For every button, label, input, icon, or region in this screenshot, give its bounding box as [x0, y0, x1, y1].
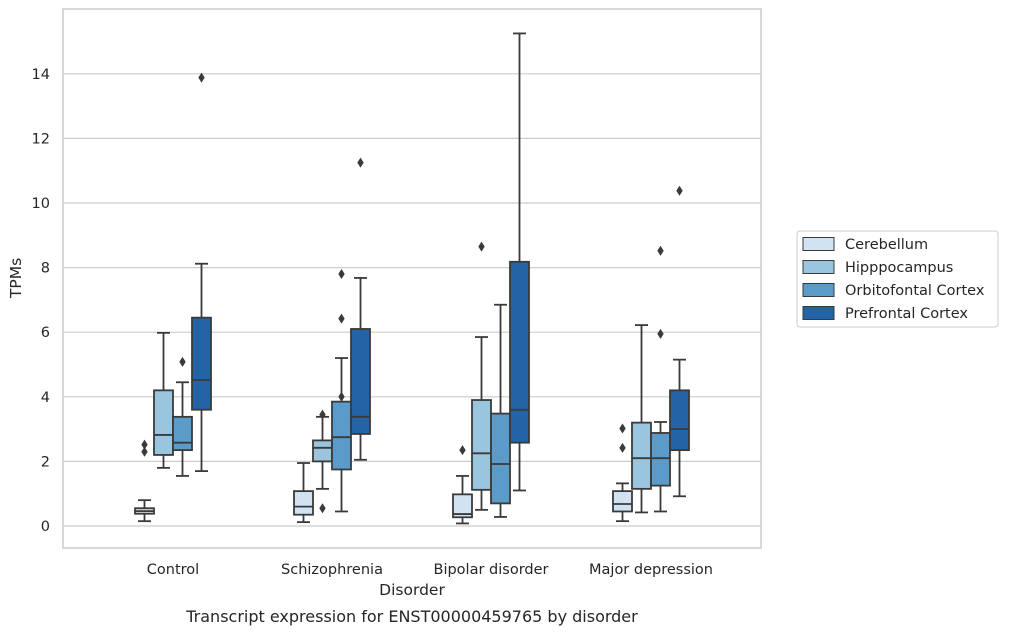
- box-group: [669, 185, 690, 498]
- gridlines: [63, 73, 761, 527]
- legend-swatch: [802, 283, 835, 297]
- box: [452, 493, 473, 519]
- legend-item: Hipppocampus: [802, 260, 953, 276]
- x-tick-labels: Control Schizophrenia Bipolar disorder Majo…: [147, 562, 713, 578]
- outlier-point: [141, 439, 148, 450]
- box-group: [471, 241, 492, 511]
- legend-label: Orbitofontal Cortex: [845, 283, 985, 299]
- legend-item: Cerebellum: [802, 237, 928, 253]
- box-group: [631, 324, 652, 514]
- box-group: [172, 356, 193, 477]
- y-tick-label: 12: [32, 131, 50, 147]
- outlier-point: [619, 442, 626, 453]
- outlier-point: [141, 446, 148, 457]
- y-tick-labels: 0 2 4 6 8 10 12 14: [32, 67, 50, 535]
- outlier-point: [338, 391, 345, 402]
- legend-label: Prefrontal Cortex: [845, 306, 968, 322]
- legend-label: Cerebellum: [845, 237, 928, 253]
- y-tick-label: 2: [41, 454, 50, 470]
- outlier-point: [357, 157, 364, 168]
- box: [669, 389, 690, 451]
- outlier-point: [319, 503, 326, 514]
- legend-item: Prefrontal Cortex: [802, 306, 968, 322]
- y-tick-label: 4: [41, 390, 50, 406]
- plot-frame: [62, 8, 762, 549]
- box-group: [650, 245, 671, 513]
- box-series: [134, 32, 690, 525]
- outlier-point: [338, 269, 345, 280]
- legend-swatch: [802, 237, 835, 251]
- y-tick-label: 8: [41, 261, 50, 277]
- y-axis-label: TPMs: [7, 258, 25, 299]
- outlier-point: [179, 356, 186, 367]
- outlier-point: [198, 72, 205, 83]
- outlier-point: [619, 423, 626, 434]
- box-group: [191, 72, 212, 472]
- box: [172, 415, 193, 451]
- box-group: [331, 269, 352, 513]
- legend-frame: [796, 230, 999, 328]
- outlier-point: [459, 445, 466, 456]
- box: [293, 490, 314, 516]
- outlier-point: [319, 409, 326, 420]
- box-group: [490, 303, 511, 518]
- box: [650, 432, 671, 487]
- y-tick-label: 10: [32, 196, 50, 212]
- box-group: [153, 331, 174, 469]
- legend-swatch: [802, 260, 835, 274]
- outlier-point: [657, 245, 664, 256]
- box-group: [293, 462, 314, 524]
- box: [331, 400, 352, 471]
- x-axis-label: Disorder: [379, 581, 445, 599]
- box: [471, 399, 492, 491]
- box: [612, 490, 633, 513]
- legend-label: Hipppocampus: [845, 260, 953, 276]
- outlier-point: [478, 241, 485, 252]
- x-tick-label: Bipolar disorder: [434, 562, 549, 578]
- box: [490, 412, 511, 505]
- y-tick-label: 0: [41, 519, 50, 535]
- figure-caption: Transcript expression for ENST0000045976…: [185, 607, 638, 626]
- y-tick-label: 14: [32, 67, 50, 83]
- box: [191, 316, 212, 411]
- y-tick-label: 6: [41, 325, 50, 341]
- box-group: [312, 409, 333, 514]
- box: [631, 421, 652, 490]
- outlier-point: [676, 185, 683, 196]
- box-group: [350, 157, 371, 461]
- x-tick-label: Major depression: [589, 562, 713, 578]
- legend-item: Orbitofontal Cortex: [802, 283, 985, 299]
- box: [153, 389, 174, 456]
- box-group: [612, 423, 633, 523]
- x-tick-label: Control: [147, 562, 199, 578]
- outlier-point: [657, 328, 664, 339]
- box-group: [134, 439, 155, 523]
- legend: Cerebellum Hipppocampus Orbitofontal Corte…: [796, 230, 999, 328]
- outlier-point: [338, 313, 345, 324]
- box: [312, 439, 333, 463]
- box: [350, 328, 371, 435]
- box-group: [452, 445, 473, 525]
- x-tick-label: Schizophrenia: [281, 562, 383, 578]
- legend-swatch: [802, 306, 835, 320]
- box: [509, 260, 530, 444]
- box-group: [509, 32, 530, 492]
